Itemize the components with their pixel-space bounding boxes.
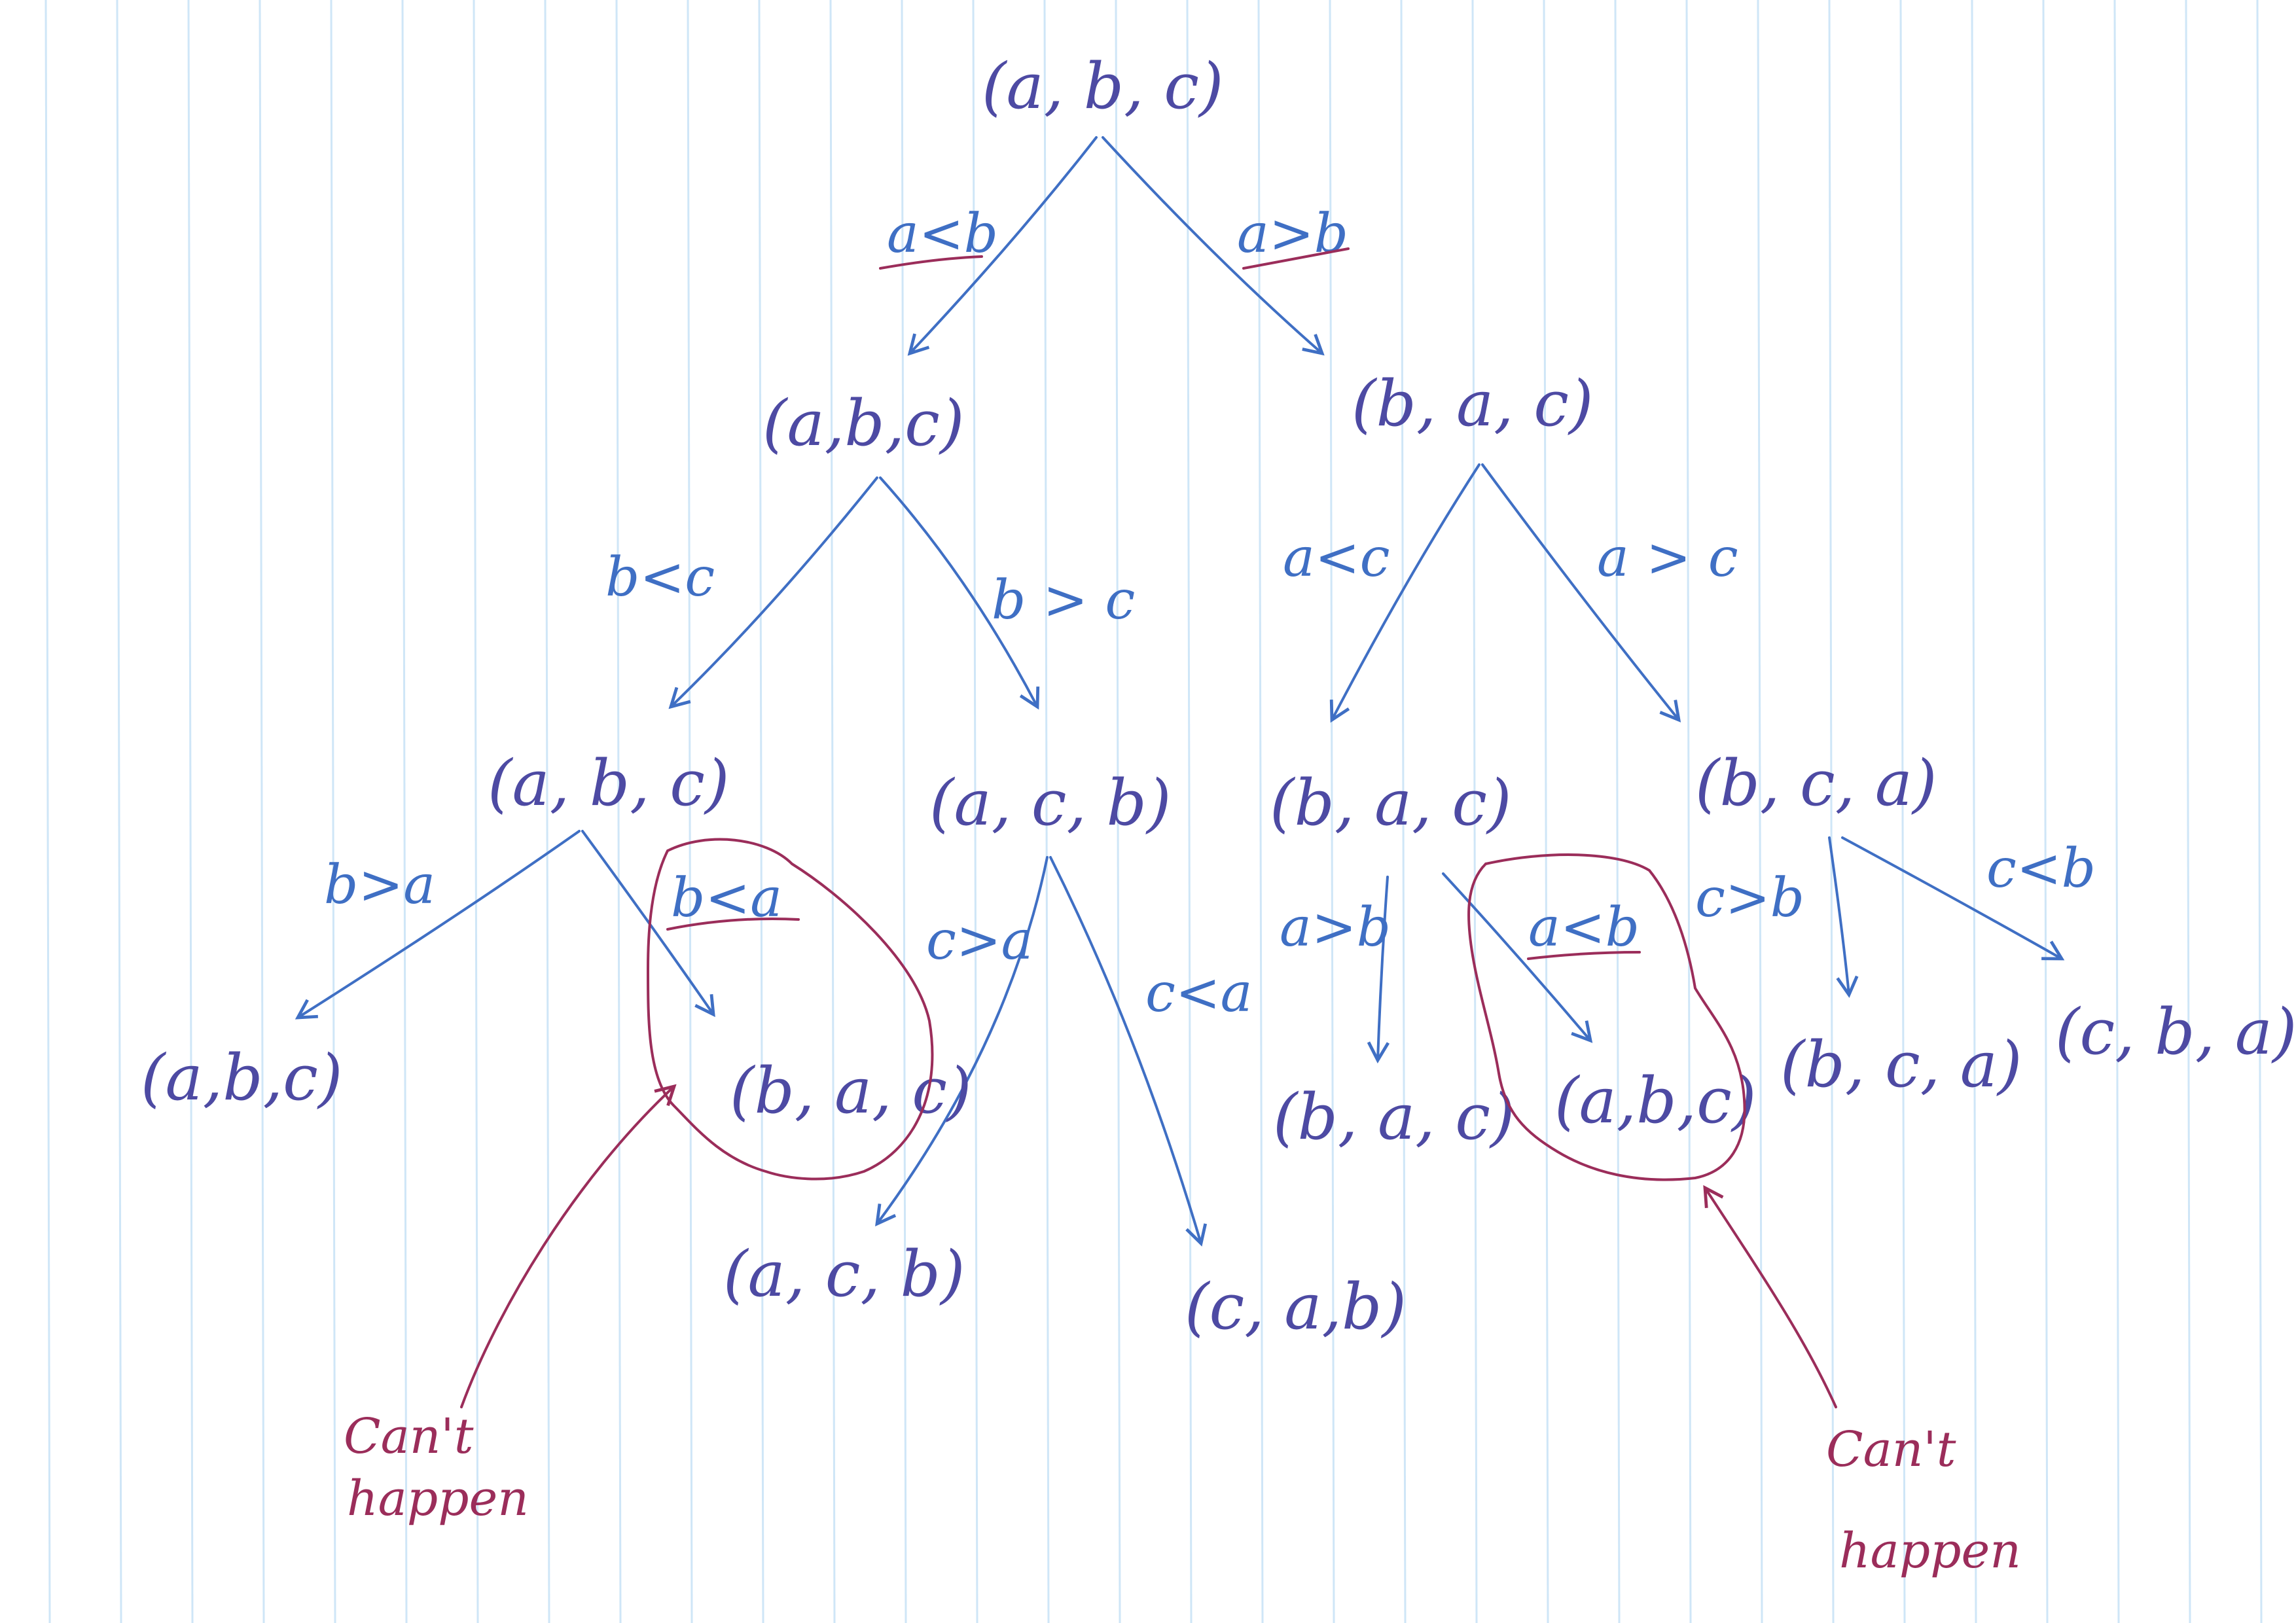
cond-lr-left: c>a (926, 910, 1033, 972)
leaf-ll-right: (b, a, c) (730, 1054, 971, 1128)
rule-line (1828, 0, 1835, 1623)
edge-lr-right (1049, 856, 1208, 1247)
cond-rr-left: c>b (1695, 867, 1804, 929)
rule-line (972, 0, 978, 1623)
cond-l-ll: b<c (605, 546, 715, 609)
cond-rl-right: a<b (1528, 897, 1640, 959)
cond-l-lr: b > c (992, 569, 1135, 632)
cond-root-left: a<b (887, 203, 998, 265)
rule-line (2042, 0, 2049, 1623)
note-right-line1: Can't (1826, 1421, 1956, 1478)
paper-rule-lines (45, 0, 2263, 1623)
rule-line (401, 0, 408, 1623)
rule-line (1614, 0, 1621, 1623)
edge-l-lr (879, 476, 1040, 710)
rule-line (2256, 0, 2263, 1623)
node-rr: (b, c, a) (1695, 747, 1937, 820)
rule-line (1471, 0, 1478, 1623)
edge-rl-right (1442, 872, 1593, 1043)
edge-ll-left (295, 830, 581, 1020)
cond-lr-right: c<a (1145, 962, 1253, 1024)
cond-rr-right: c<b (1986, 838, 2096, 900)
tree-edges (295, 136, 2065, 1247)
cond-r-rr: a > c (1597, 527, 1738, 589)
rule-line (187, 0, 194, 1623)
pointer-arrow-left (460, 1084, 677, 1408)
node-root: (a, b, c) (982, 50, 1223, 123)
rule-line (615, 0, 622, 1623)
edge-r-rr (1481, 463, 1681, 722)
rule-line (1757, 0, 1763, 1623)
leaf-rr-left: (b, c, a) (1780, 1028, 2022, 1101)
rule-line (1543, 0, 1549, 1623)
rule-line (687, 0, 693, 1623)
edge-rl-left (1367, 876, 1390, 1063)
rule-line (1685, 0, 1692, 1623)
cond-root-right: a>b (1237, 203, 1348, 265)
rule-line (1329, 0, 1335, 1623)
edge-rr-right (1841, 836, 2065, 961)
node-rl: (b, a, c) (1270, 766, 1511, 840)
rule-line (758, 0, 764, 1623)
rule-line (829, 0, 836, 1623)
annotation-marks (460, 247, 1837, 1408)
rule-line (116, 0, 122, 1623)
annotation-notes: Can't happen Can't happen (344, 1408, 2021, 1579)
cond-rl-left: a>b (1280, 897, 1391, 959)
edge-lr-left (875, 856, 1049, 1226)
rule-line (1043, 0, 1050, 1623)
node-l: (a,b,c) (762, 387, 964, 460)
underline-a-gt-b (1242, 247, 1350, 270)
leaf-lr-right: (c, a,b) (1185, 1270, 1407, 1344)
impossible-circle-left (646, 838, 934, 1181)
leaf-rl-left: (b, a, c) (1273, 1080, 1515, 1154)
underline-b-lt-a (666, 918, 800, 931)
rule-line (1115, 0, 1121, 1623)
edge-root-right (1102, 136, 1325, 356)
rule-line (45, 0, 51, 1623)
note-left-line2: happen (347, 1471, 529, 1527)
node-labels: (a, b, c) (a,b,c) (b, a, c) (a, b, c) (a… (141, 50, 2296, 1344)
note-left-line1: Can't (344, 1408, 474, 1465)
rule-line (1400, 0, 1407, 1623)
rule-line (1186, 0, 1193, 1623)
edge-root-left (907, 136, 1098, 356)
rule-line (1971, 0, 1977, 1623)
leaf-rr-right: (c, b, a) (2055, 995, 2296, 1069)
rule-line (2113, 0, 2120, 1623)
leaf-rl-right: (a,b,c) (1554, 1064, 1756, 1137)
leaf-lr-left: (a, c, b) (723, 1238, 965, 1311)
node-r: (b, a, c) (1352, 367, 1593, 440)
underline-a-lt-b-right (1527, 951, 1641, 960)
rule-line (1257, 0, 1264, 1623)
rule-line (2185, 0, 2191, 1623)
rule-line (1899, 0, 1906, 1623)
edge-rr-left (1828, 836, 1859, 998)
pointer-arrow-right (1703, 1185, 1837, 1408)
underline-a-lt-b (879, 255, 983, 270)
impossible-circle-right (1467, 853, 1746, 1181)
edge-r-rl (1329, 463, 1480, 723)
condition-labels: a<b a>b b<c b > c a<c a > c b>a b<a c>a … (324, 203, 2096, 1024)
note-right-line2: happen (1839, 1523, 2021, 1579)
rule-line (330, 0, 336, 1623)
rule-line (473, 0, 479, 1623)
node-ll: (a, b, c) (488, 747, 729, 820)
cond-r-rl: a<c (1283, 527, 1390, 589)
edge-ll-right (581, 830, 715, 1018)
node-lr: (a, c, b) (929, 766, 1171, 840)
edge-l-ll (668, 476, 878, 709)
cond-ll-left: b>a (324, 854, 435, 916)
leaf-ll-left: (a,b,c) (141, 1041, 342, 1115)
rule-line (259, 0, 265, 1623)
rule-line (901, 0, 907, 1623)
rule-line (544, 0, 550, 1623)
